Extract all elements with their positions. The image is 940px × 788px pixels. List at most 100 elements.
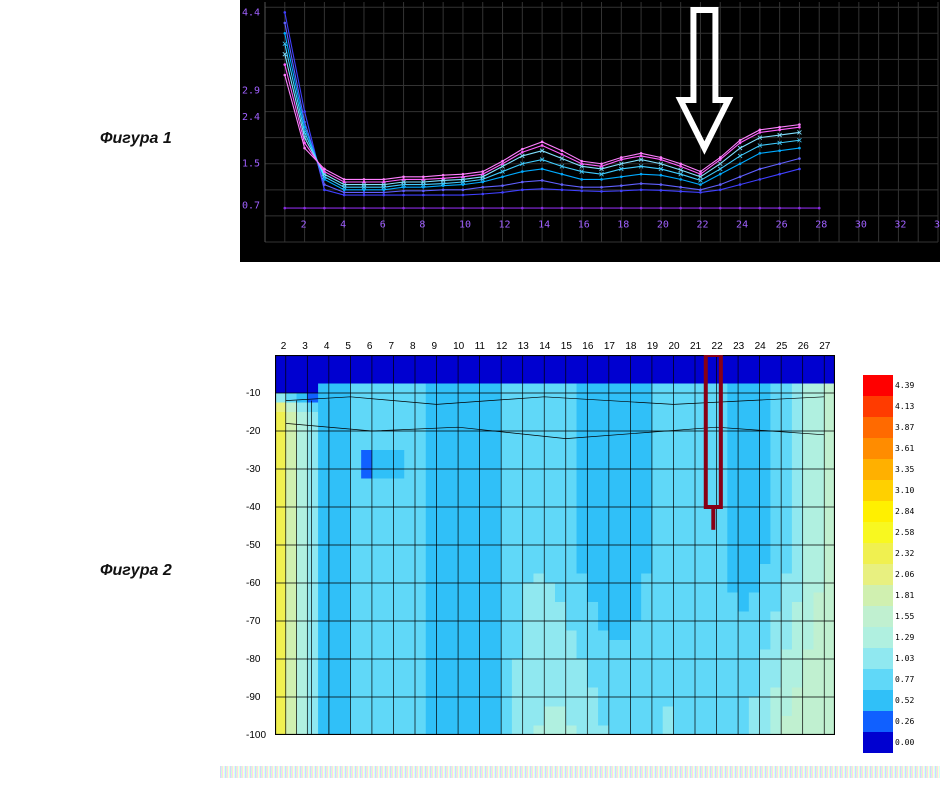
legend-swatch [863,690,893,711]
svg-text:18: 18 [617,219,629,230]
legend-label: 2.06 [895,570,914,579]
chart-1-svg: 0.71.52.42.94.42468101214161820222426283… [240,0,940,262]
chart-2-x-tick: 3 [302,341,308,352]
chart-2-y-tick: -90 [246,692,260,703]
chart-2-x-tick: 8 [410,341,416,352]
legend-row: 1.55 [863,606,938,627]
legend-label: 2.84 [895,507,914,516]
chart-2-x-tick: 24 [755,341,766,352]
legend-label: 2.32 [895,549,914,558]
chart-2-y-tick: -50 [246,540,260,551]
svg-text:34: 34 [934,219,940,230]
chart-2-x-tick: 25 [776,341,787,352]
footer-noise-strip [220,766,940,778]
legend-swatch [863,585,893,606]
legend-row: 0.00 [863,732,938,753]
svg-text:10: 10 [459,219,471,230]
svg-text:4: 4 [340,219,346,230]
legend-row: 0.26 [863,711,938,732]
chart-2-x-tick: 19 [647,341,658,352]
svg-text:16: 16 [578,219,590,230]
chart-2-y-tick: -70 [246,616,260,627]
figure-1-label: Фигура 1 [100,130,172,148]
legend-swatch [863,606,893,627]
legend-swatch [863,396,893,417]
svg-text:0.7: 0.7 [242,200,260,211]
legend-swatch [863,732,893,753]
legend-label: 1.03 [895,654,914,663]
chart-2-x-tick: 22 [712,341,723,352]
chart-2-x-tick: 27 [819,341,830,352]
svg-text:2: 2 [301,219,307,230]
legend-swatch [863,669,893,690]
chart-2-x-tick: 4 [324,341,330,352]
legend-row: 1.29 [863,627,938,648]
chart-2-x-tick: 26 [798,341,809,352]
legend-label: 0.77 [895,675,914,684]
chart-2-x-tick: 7 [388,341,394,352]
svg-text:30: 30 [855,219,867,230]
legend-row: 3.87 [863,417,938,438]
chart-2-y-tick: -40 [246,502,260,513]
legend-label: 1.81 [895,591,914,600]
legend-label: 1.55 [895,612,914,621]
chart-2-y-tick: -60 [246,578,260,589]
chart-2-y-tick: -20 [246,426,260,437]
legend-row: 3.10 [863,480,938,501]
svg-text:2.9: 2.9 [242,86,260,97]
legend-row: 2.32 [863,543,938,564]
legend-label: 0.26 [895,717,914,726]
legend-row: 3.61 [863,438,938,459]
legend-label: 2.58 [895,528,914,537]
svg-text:12: 12 [499,219,511,230]
chart-2-svg [275,355,835,735]
legend-row: 0.77 [863,669,938,690]
chart-2-x-tick: 5 [345,341,351,352]
legend-row: 2.58 [863,522,938,543]
legend-swatch [863,417,893,438]
legend-label: 4.13 [895,402,914,411]
legend-swatch [863,648,893,669]
chart-2-x-tick: 10 [453,341,464,352]
chart-1-panel: 0.71.52.42.94.42468101214161820222426283… [240,0,940,270]
chart-2-x-tick: 23 [733,341,744,352]
legend-label: 3.87 [895,423,914,432]
svg-text:24: 24 [736,219,748,230]
legend-label: 3.10 [895,486,914,495]
svg-text:20: 20 [657,219,669,230]
chart-2-x-tick: 18 [625,341,636,352]
chart-2-x-tick: 14 [539,341,550,352]
chart-2-x-tick: 21 [690,341,701,352]
figure-2-label: Фигура 2 [100,562,172,580]
svg-text:1.5: 1.5 [242,159,260,170]
legend-label: 3.61 [895,444,914,453]
legend-swatch [863,627,893,648]
svg-text:4.4: 4.4 [242,7,260,18]
legend-swatch [863,522,893,543]
chart-2-x-tick: 20 [668,341,679,352]
chart-2-y-tick: -30 [246,464,260,475]
legend-row: 2.84 [863,501,938,522]
chart-2-panel: 4.394.133.873.613.353.102.842.582.322.06… [240,335,940,745]
legend-swatch [863,438,893,459]
chart-2-x-tick: 13 [518,341,529,352]
legend-row: 0.52 [863,690,938,711]
chart-2-x-tick: 17 [604,341,615,352]
legend-label: 0.00 [895,738,914,747]
legend-swatch [863,375,893,396]
chart-2-x-tick: 11 [475,341,485,352]
svg-text:6: 6 [380,219,386,230]
chart-2-x-tick: 9 [432,341,438,352]
chart-2-y-tick: -10 [246,388,260,399]
chart-2-x-tick: 16 [582,341,593,352]
legend-label: 3.35 [895,465,914,474]
chart-1-plot-area: 0.71.52.42.94.42468101214161820222426283… [240,0,940,262]
legend-swatch [863,564,893,585]
svg-text:26: 26 [776,219,788,230]
svg-text:2.4: 2.4 [242,112,260,123]
legend-row: 1.81 [863,585,938,606]
legend-row: 3.35 [863,459,938,480]
legend-swatch [863,480,893,501]
svg-text:14: 14 [538,219,550,230]
legend-row: 4.13 [863,396,938,417]
